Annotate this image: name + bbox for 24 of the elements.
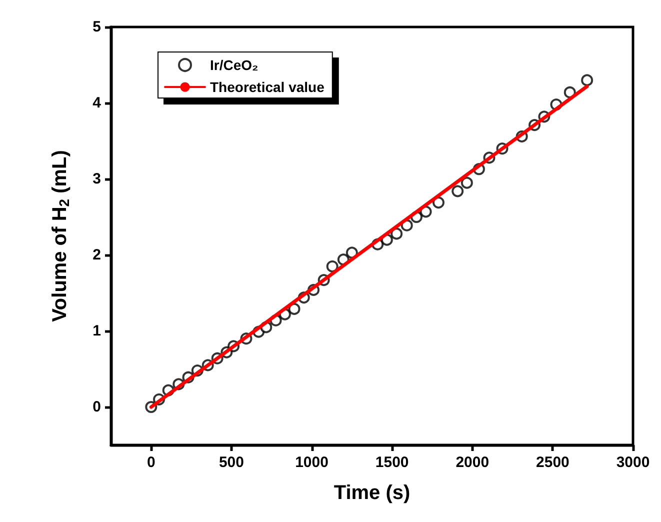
x-tick-label: 2500 [536, 454, 570, 471]
point [326, 260, 338, 272]
x-tick-label: 3000 [616, 454, 650, 471]
x-tick-label: 0 [146, 454, 156, 471]
x-tick-label: 500 [218, 454, 244, 471]
point [288, 302, 300, 315]
y-tick-label: 5 [92, 18, 101, 36]
y-tick-label: 0 [92, 398, 101, 416]
point [581, 74, 594, 86]
x-tick-label: 1500 [375, 454, 409, 471]
y-tick-label: 2 [92, 246, 101, 264]
point [390, 228, 403, 240]
legend-label: Theoretical value [210, 79, 325, 95]
point [452, 185, 464, 198]
point [432, 196, 444, 209]
y-tick-label: 4 [92, 94, 102, 112]
legend-label: Ir/CeO₂ [210, 57, 258, 73]
y-tick-label: 3 [92, 170, 101, 188]
x-axis-title: Time (s) [334, 482, 410, 504]
y-axis-title: Volume of H2 (mL) [49, 150, 72, 322]
y-tick-label: 1 [92, 322, 101, 340]
x-tick-label: 2000 [456, 454, 490, 471]
point [460, 176, 473, 189]
x-tick-label: 1000 [295, 454, 328, 471]
